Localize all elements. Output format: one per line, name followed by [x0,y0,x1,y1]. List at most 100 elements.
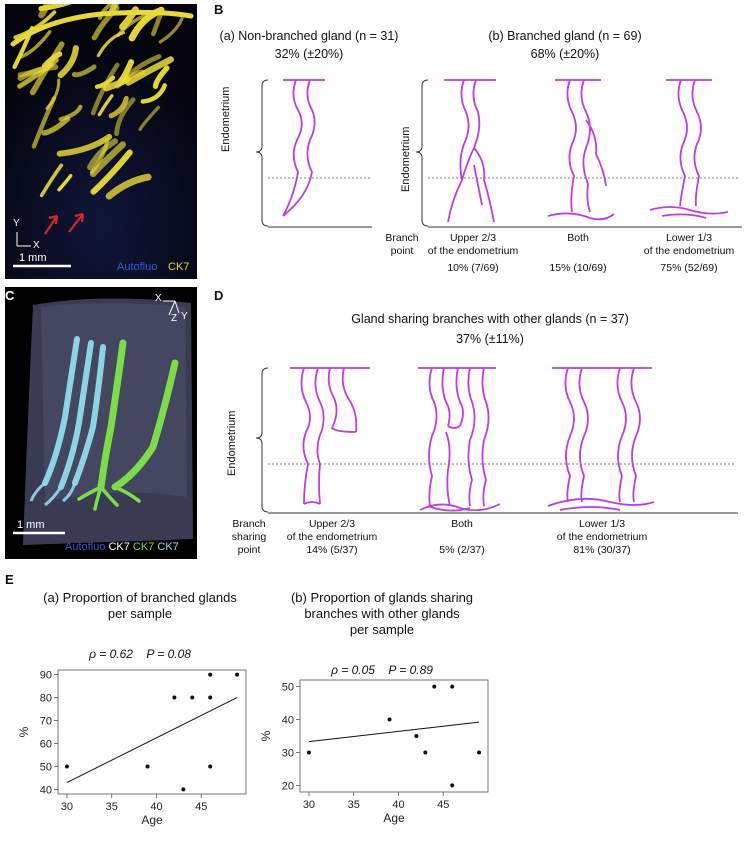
y-axis-label: % [17,726,31,737]
y-tick-label: 50 [40,761,52,773]
axis-x-label: X [155,293,162,304]
data-point [423,750,428,755]
red-arrow-icon [44,215,58,235]
branched-cat-upper: Upper 2/3 of the endometrium 10% (7/69) [427,232,519,274]
data-point [432,684,437,689]
y-tick-label: 20 [282,780,294,792]
x-axis-label: Age [383,811,405,825]
panel-letter-b: B [214,2,224,17]
gland-stroke [152,65,170,89]
y-tick-label: 70 [40,716,52,728]
y-tick-label: 80 [40,693,52,705]
gland-3d-render [13,298,193,545]
data-point [208,672,213,677]
axis-y-label: Y [13,218,20,229]
axis-y-label: Y [181,311,188,322]
sharing-pct: 37% (±11%) [456,332,524,346]
legend-ck7: CK7 [168,261,190,273]
gland-stroke [87,138,118,171]
branched-cat-lower: Lower 1/3 of the endometrium 75% (52/69) [643,232,735,274]
chart-b-scatter: 30 35 40 45 20 30 40 50 Age% [259,679,489,825]
data-point [208,764,213,769]
panel-c-3d-render: X Z Y 1 mm Autofluo CK7 CK7 CK7 [5,287,197,559]
plot-frame [299,679,489,793]
gland-stroke [17,62,53,78]
x-tick-label: 30 [61,801,73,813]
regression-line [66,697,238,783]
non-branched-title: (a) Non-branched gland (n = 31) [219,29,399,43]
gland-stroke [10,9,194,47]
gland-stroke [102,76,131,92]
gland-stroke [31,96,57,149]
gland-stroke [125,56,174,86]
x-tick-label: 35 [106,801,118,813]
data-point [208,695,213,700]
x-tick-label: 40 [392,799,404,811]
data-point [414,734,419,738]
axis-z-arrow-icon [168,300,176,316]
gland-stroke [114,97,136,136]
data-point [477,750,482,755]
x-tick-label: 45 [195,801,207,813]
gland-stroke [140,83,167,104]
chart-b-stats: ρ = 0.05 P = 0.89 [331,663,433,677]
chart-a-title: (a) Proportion of branched glands per sam… [43,590,237,621]
legend-ck7-green: CK7 [132,541,155,553]
sharing-cat-upper: Upper 2/3 of the endometrium 14% (5/37) [286,518,378,556]
chart-b-title: (b) Proportion of glands sharing branches… [290,590,474,637]
y-tick-label: 50 [282,682,294,694]
scale-bar-label: 1 mm [17,519,45,531]
red-arrow-icon [68,213,84,233]
y-tick-label: 30 [282,747,294,759]
branch-sharing-point-label: Branch sharing point [231,518,267,556]
gland-stroke [57,174,73,192]
scale-bar-label: 1 mm [19,252,47,264]
legend-autofluo: Autofluo [117,261,158,273]
gland-stroke [105,173,152,200]
gland-stroke [58,104,83,122]
y-tick-label: 40 [282,715,294,727]
data-point [64,764,69,769]
data-point [450,684,455,689]
legend-ck7-cyan: CK7 [157,541,179,553]
data-point [235,672,240,677]
gland-stroke [13,10,57,40]
x-tick-label: 40 [150,801,162,813]
chart-a-stats: ρ = 0.62 P = 0.08 [89,647,191,661]
gland-stroke [89,141,126,177]
panel-c-legend: Autofluo CK7 CK7 CK7 [65,541,179,553]
plot-frame [57,669,247,795]
gland-stroke [138,105,161,132]
endometrium-label-d: Endometrium [226,410,238,476]
data-point [172,695,177,700]
panel-a-micrograph: Y X 1 mm Autofluo CK7 [5,4,197,279]
panel-letter-c: C [5,288,15,303]
gland-stroke [39,163,64,198]
data-point [181,787,186,792]
branched-cat-both: Both 15% (10/69) [549,232,607,274]
gland-stroke [97,94,114,117]
gland-stroke [90,138,110,175]
gland-stroke [90,149,133,195]
chart-a-scatter: 30 35 40 45 40 50 60 70 80 90 Age% [17,669,247,827]
y-tick-label: 60 [40,738,52,750]
axis-y-arrow-icon [174,300,180,314]
gland-stroke [71,64,97,78]
panel-letter-d: D [214,288,224,303]
sharing-cat-both: Both 5% (2/37) [439,518,485,556]
legend-ck7-white: CK7 [108,541,130,553]
branch-point-label: Branch point [385,232,419,257]
gland-stroke [41,116,71,136]
data-point [306,750,311,755]
axis-x-label: X [33,240,40,251]
gland-micrograph [5,4,197,279]
gland-stroke [91,5,120,41]
y-tick-label: 40 [40,784,52,796]
x-tick-label: 30 [303,799,315,811]
branched-pct: 68% (±20%) [530,47,600,61]
sharing-title: Gland sharing branches with other glands… [351,312,629,326]
panel-letter-e: E [5,572,14,587]
gland-stroke [108,95,129,119]
gland-stroke [117,59,135,84]
